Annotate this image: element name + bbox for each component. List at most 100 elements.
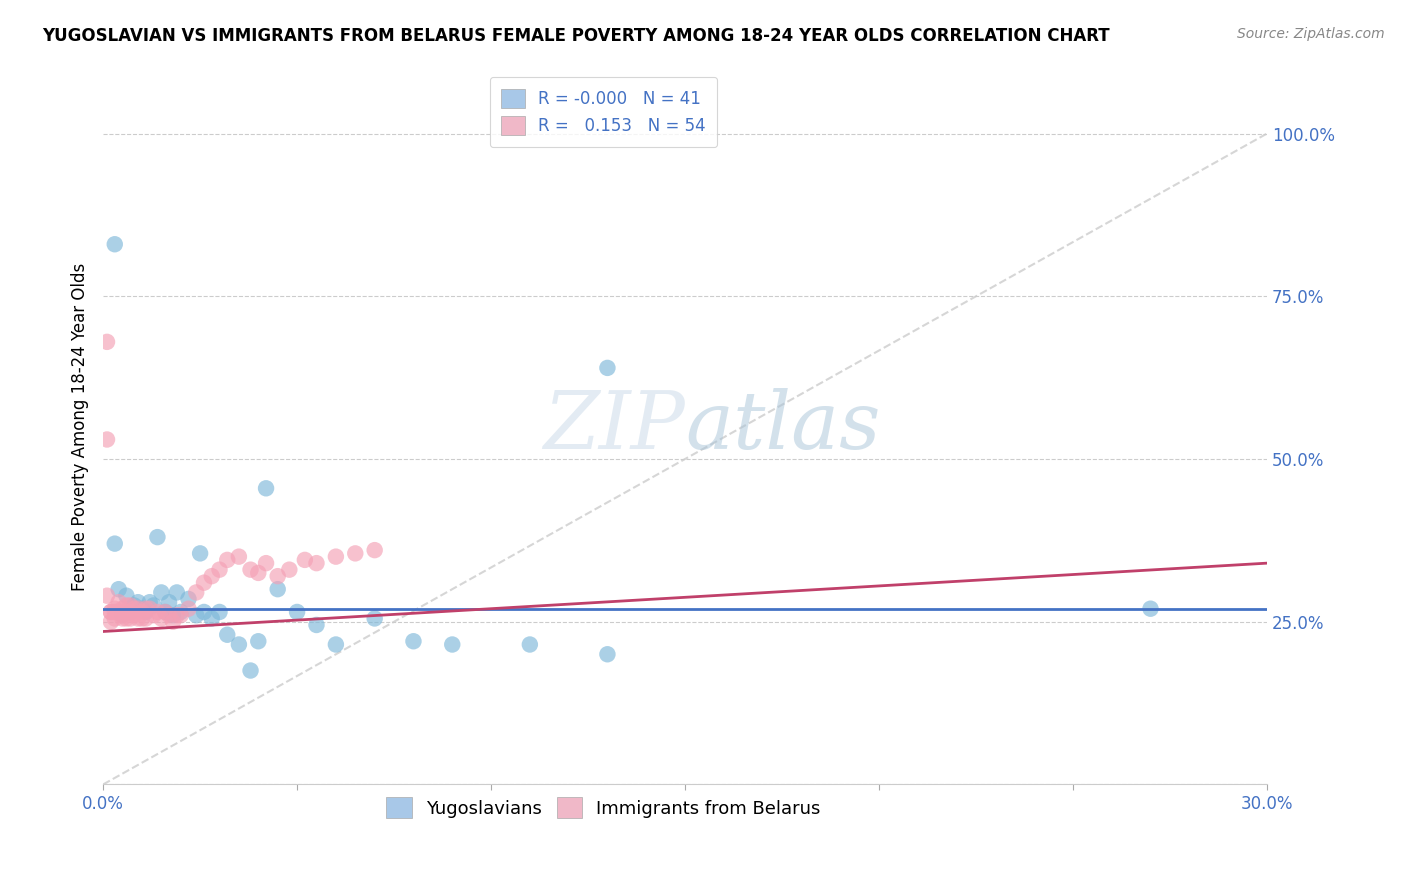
Point — [138, 601, 160, 615]
Y-axis label: Female Poverty Among 18-24 Year Olds: Female Poverty Among 18-24 Year Olds — [72, 262, 89, 591]
Point — [142, 599, 165, 613]
Point — [166, 585, 188, 599]
Point — [1139, 601, 1161, 615]
Text: YUGOSLAVIAN VS IMMIGRANTS FROM BELARUS FEMALE POVERTY AMONG 18-24 YEAR OLDS CORR: YUGOSLAVIAN VS IMMIGRANTS FROM BELARUS F… — [42, 27, 1109, 45]
Point — [150, 585, 173, 599]
Point — [96, 433, 118, 447]
Point — [188, 546, 211, 560]
Point — [127, 601, 149, 615]
Point — [596, 647, 619, 661]
Point — [122, 599, 145, 613]
Point — [131, 605, 153, 619]
Point — [402, 634, 425, 648]
Point — [115, 605, 138, 619]
Point — [131, 601, 153, 615]
Point — [186, 585, 208, 599]
Point — [150, 611, 173, 625]
Point — [135, 605, 157, 619]
Point — [104, 601, 127, 615]
Point — [267, 582, 290, 597]
Point — [157, 595, 180, 609]
Point — [166, 608, 188, 623]
Point — [228, 549, 250, 564]
Point — [115, 589, 138, 603]
Point — [127, 611, 149, 625]
Point — [146, 605, 169, 619]
Point — [363, 611, 385, 625]
Point — [239, 664, 262, 678]
Point — [305, 618, 328, 632]
Point — [193, 605, 215, 619]
Point — [254, 481, 277, 495]
Point — [170, 608, 193, 623]
Point — [100, 605, 122, 619]
Text: atlas: atlas — [685, 388, 880, 466]
Point — [135, 601, 157, 615]
Text: Source: ZipAtlas.com: Source: ZipAtlas.com — [1237, 27, 1385, 41]
Point — [120, 605, 142, 619]
Point — [131, 611, 153, 625]
Point — [104, 605, 127, 619]
Point — [96, 334, 118, 349]
Point — [325, 549, 347, 564]
Point — [162, 615, 184, 629]
Point — [162, 608, 184, 623]
Point — [115, 599, 138, 613]
Point — [596, 360, 619, 375]
Point — [325, 638, 347, 652]
Point — [267, 569, 290, 583]
Point — [193, 575, 215, 590]
Point — [153, 605, 176, 619]
Point — [294, 553, 316, 567]
Point — [138, 595, 160, 609]
Point — [127, 595, 149, 609]
Point — [135, 611, 157, 625]
Point — [201, 569, 224, 583]
Point — [142, 608, 165, 623]
Point — [111, 608, 134, 623]
Point — [208, 605, 231, 619]
Point — [104, 536, 127, 550]
Point — [441, 638, 464, 652]
Point — [111, 611, 134, 625]
Point — [217, 628, 239, 642]
Point — [254, 556, 277, 570]
Point — [363, 543, 385, 558]
Point — [177, 591, 200, 606]
Point — [186, 608, 208, 623]
Point — [104, 237, 127, 252]
Point — [344, 546, 367, 560]
Point — [100, 605, 122, 619]
Point — [120, 605, 142, 619]
Point — [107, 605, 129, 619]
Point — [157, 608, 180, 623]
Point — [153, 605, 176, 619]
Point — [228, 638, 250, 652]
Point — [146, 530, 169, 544]
Text: ZIP: ZIP — [543, 388, 685, 466]
Point — [208, 563, 231, 577]
Point — [120, 611, 142, 625]
Point — [285, 605, 308, 619]
Point — [247, 634, 270, 648]
Point — [177, 601, 200, 615]
Point — [96, 589, 118, 603]
Point — [107, 595, 129, 609]
Legend: Yugoslavians, Immigrants from Belarus: Yugoslavians, Immigrants from Belarus — [380, 790, 828, 825]
Point — [122, 608, 145, 623]
Point — [111, 608, 134, 623]
Point — [239, 563, 262, 577]
Point — [247, 566, 270, 580]
Point — [120, 599, 142, 613]
Point — [519, 638, 541, 652]
Point — [201, 611, 224, 625]
Point — [104, 611, 127, 625]
Point — [111, 601, 134, 615]
Point — [278, 563, 301, 577]
Point — [217, 553, 239, 567]
Point — [122, 601, 145, 615]
Point — [305, 556, 328, 570]
Point — [100, 615, 122, 629]
Point — [170, 605, 193, 619]
Point — [107, 582, 129, 597]
